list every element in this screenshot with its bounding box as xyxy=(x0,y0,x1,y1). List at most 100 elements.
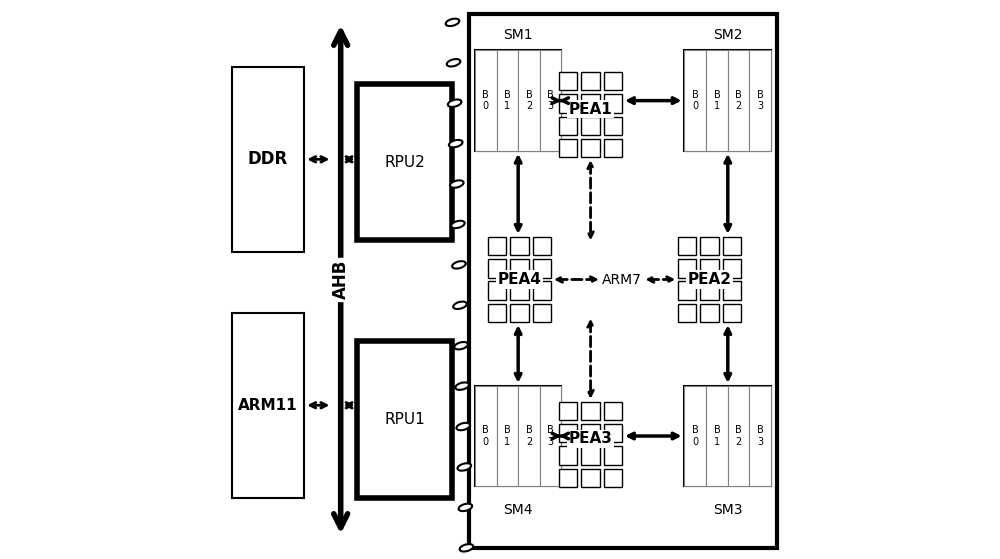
Ellipse shape xyxy=(453,302,467,309)
Text: SM2: SM2 xyxy=(713,28,743,42)
Text: ARM7: ARM7 xyxy=(602,272,642,287)
Bar xyxy=(488,304,506,322)
FancyBboxPatch shape xyxy=(684,386,706,486)
Bar xyxy=(581,94,600,113)
FancyBboxPatch shape xyxy=(357,341,452,498)
Bar xyxy=(559,94,577,113)
Ellipse shape xyxy=(449,140,463,148)
Bar xyxy=(723,304,741,322)
Text: RPU2: RPU2 xyxy=(385,155,425,169)
Bar xyxy=(604,72,622,90)
FancyBboxPatch shape xyxy=(497,50,518,151)
Bar xyxy=(700,237,719,255)
FancyBboxPatch shape xyxy=(684,50,771,151)
Text: B
2: B 2 xyxy=(526,425,532,447)
Ellipse shape xyxy=(447,59,460,67)
Ellipse shape xyxy=(448,100,461,107)
Bar xyxy=(559,72,577,90)
Text: AHB: AHB xyxy=(332,260,350,299)
Text: SM4: SM4 xyxy=(503,503,533,517)
FancyBboxPatch shape xyxy=(706,50,728,151)
Bar xyxy=(559,468,577,487)
FancyBboxPatch shape xyxy=(232,67,304,252)
Ellipse shape xyxy=(452,261,466,268)
Bar xyxy=(559,139,577,158)
Text: SM1: SM1 xyxy=(503,28,533,42)
Bar xyxy=(678,282,696,300)
Bar xyxy=(510,237,529,255)
FancyBboxPatch shape xyxy=(684,386,771,486)
Text: B
0: B 0 xyxy=(692,90,699,111)
Text: B
3: B 3 xyxy=(757,90,764,111)
Text: B
1: B 1 xyxy=(714,90,720,111)
Bar xyxy=(559,424,577,443)
Bar xyxy=(723,259,741,278)
Bar xyxy=(678,304,696,322)
Bar xyxy=(581,402,600,420)
Bar xyxy=(581,468,600,487)
Bar xyxy=(678,237,696,255)
Bar xyxy=(510,304,529,322)
Text: B
3: B 3 xyxy=(547,90,554,111)
FancyBboxPatch shape xyxy=(540,50,561,151)
Bar xyxy=(723,282,741,300)
Text: B
0: B 0 xyxy=(482,425,489,447)
Ellipse shape xyxy=(456,423,470,430)
Bar xyxy=(581,116,600,135)
Ellipse shape xyxy=(451,221,465,228)
FancyBboxPatch shape xyxy=(540,386,561,486)
Text: DDR: DDR xyxy=(248,150,288,168)
Bar xyxy=(604,468,622,487)
Bar xyxy=(604,424,622,443)
FancyBboxPatch shape xyxy=(475,50,497,151)
FancyBboxPatch shape xyxy=(518,50,540,151)
Ellipse shape xyxy=(450,181,464,188)
FancyBboxPatch shape xyxy=(728,50,749,151)
Bar xyxy=(700,304,719,322)
Ellipse shape xyxy=(454,342,468,349)
FancyBboxPatch shape xyxy=(728,386,749,486)
Bar xyxy=(488,282,506,300)
Bar xyxy=(533,259,551,278)
Text: ARM11: ARM11 xyxy=(238,398,298,413)
Bar xyxy=(533,304,551,322)
Text: PEA1: PEA1 xyxy=(569,102,612,116)
Text: B
3: B 3 xyxy=(757,425,764,447)
Text: B
1: B 1 xyxy=(504,90,511,111)
Bar xyxy=(488,237,506,255)
Bar xyxy=(604,446,622,465)
FancyBboxPatch shape xyxy=(749,50,771,151)
Bar xyxy=(700,282,719,300)
FancyBboxPatch shape xyxy=(749,386,771,486)
Bar xyxy=(604,402,622,420)
Bar xyxy=(678,259,696,278)
Text: B
0: B 0 xyxy=(482,90,489,111)
Text: B
2: B 2 xyxy=(735,90,742,111)
Bar xyxy=(604,94,622,113)
Bar xyxy=(559,446,577,465)
Ellipse shape xyxy=(459,504,472,511)
Ellipse shape xyxy=(458,463,471,471)
Ellipse shape xyxy=(455,382,469,390)
Bar xyxy=(559,116,577,135)
FancyBboxPatch shape xyxy=(475,386,497,486)
Ellipse shape xyxy=(446,18,459,26)
FancyBboxPatch shape xyxy=(357,84,452,240)
FancyBboxPatch shape xyxy=(232,313,304,498)
Bar xyxy=(723,237,741,255)
Bar xyxy=(510,282,529,300)
Text: B
1: B 1 xyxy=(714,425,720,447)
FancyBboxPatch shape xyxy=(518,386,540,486)
Bar xyxy=(700,259,719,278)
Bar xyxy=(581,446,600,465)
FancyBboxPatch shape xyxy=(475,50,561,151)
Bar xyxy=(488,259,506,278)
Text: PEA2: PEA2 xyxy=(688,272,732,287)
Text: PEA3: PEA3 xyxy=(569,432,612,446)
Bar xyxy=(604,116,622,135)
Text: B
1: B 1 xyxy=(504,425,511,447)
FancyBboxPatch shape xyxy=(475,386,561,486)
Bar xyxy=(510,259,529,278)
Text: PEA4: PEA4 xyxy=(498,272,542,287)
Bar xyxy=(581,72,600,90)
